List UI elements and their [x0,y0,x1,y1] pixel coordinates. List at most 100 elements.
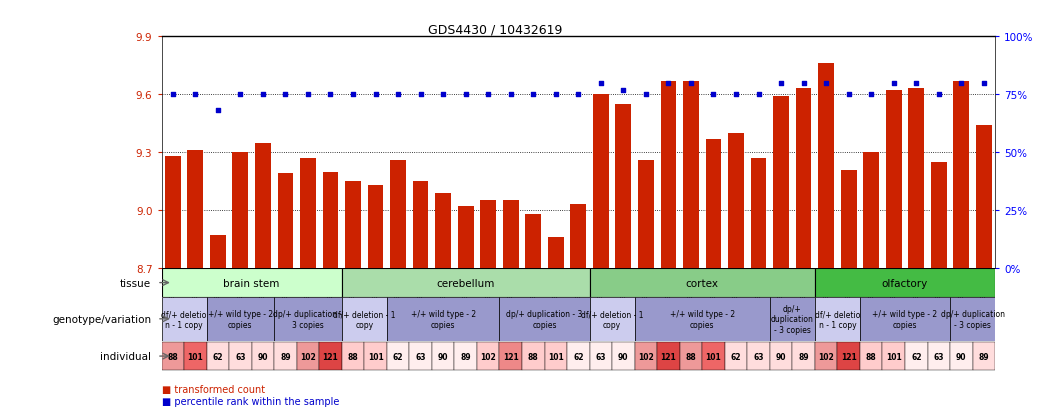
Bar [323,172,339,268]
Point [300,92,317,98]
Text: 102: 102 [638,352,653,361]
Point [750,92,767,98]
Text: dp/+
duplication
- 3 copies: dp/+ duplication - 3 copies [771,304,814,334]
Bar [635,342,658,370]
Bar [209,236,226,268]
Bar [950,297,995,341]
Point [931,92,947,98]
Text: 90: 90 [957,352,967,361]
Bar [679,342,702,370]
Text: 101: 101 [705,352,721,361]
Bar [342,268,590,297]
Bar [770,297,815,341]
Point [683,80,699,87]
Bar [390,161,406,268]
Bar [950,342,972,370]
Text: 88: 88 [686,352,696,361]
Text: +/+ wild type - 2
copies: +/+ wild type - 2 copies [872,309,938,329]
Text: 101: 101 [548,352,564,361]
Text: +/+ wild type - 2
copies: +/+ wild type - 2 copies [207,309,273,329]
Bar [206,342,229,370]
Bar [342,342,365,370]
Text: 101: 101 [886,352,901,361]
Text: 90: 90 [257,352,268,361]
Text: tissue: tissue [120,278,151,288]
Bar [886,91,901,268]
Bar [319,342,342,370]
Bar [770,342,792,370]
Text: 63: 63 [934,352,944,361]
Bar [274,297,342,341]
Text: dp/+ duplication -
3 copies: dp/+ duplication - 3 copies [273,309,343,329]
Point [886,80,902,87]
Point [593,80,610,87]
Bar [206,297,274,341]
Bar [593,95,609,268]
Text: 88: 88 [866,352,876,361]
Text: 121: 121 [841,352,857,361]
Bar [387,297,499,341]
Point [908,80,924,87]
Bar [927,342,950,370]
Bar [883,342,905,370]
Bar [909,89,924,268]
Bar [638,161,653,268]
Bar [345,182,361,268]
Bar [477,342,499,370]
Bar [684,81,699,268]
Bar [612,342,635,370]
Bar [365,342,387,370]
Point [975,80,992,87]
Point [413,92,429,98]
Text: 62: 62 [730,352,741,361]
Text: cortex: cortex [686,278,719,288]
Bar [165,157,180,268]
Text: 102: 102 [480,352,496,361]
Point [165,92,181,98]
Text: 102: 102 [300,352,316,361]
Point [773,80,790,87]
Bar [431,342,454,370]
Bar [953,81,969,268]
Bar [860,342,883,370]
Bar [747,342,770,370]
Text: 88: 88 [348,352,358,361]
Bar [545,342,567,370]
Point [615,87,631,94]
Bar [815,297,860,341]
Text: 88: 88 [528,352,539,361]
Bar [184,342,206,370]
Bar [567,342,590,370]
Text: 101: 101 [368,352,383,361]
Bar [274,342,297,370]
Text: 102: 102 [818,352,834,361]
Text: 62: 62 [393,352,403,361]
Point [457,92,474,98]
Bar [499,297,590,341]
Bar [815,268,995,297]
Bar [728,133,744,268]
Text: df/+ deletion - 1
copy: df/+ deletion - 1 copy [333,309,396,329]
Bar [705,139,721,268]
Bar [229,342,251,370]
Bar [702,342,725,370]
Text: 63: 63 [235,352,246,361]
Bar [838,342,860,370]
Bar [368,185,383,268]
Point [570,92,587,98]
Bar [162,297,206,341]
Bar [860,297,950,341]
Bar [725,342,747,370]
Bar [548,237,564,268]
Bar [658,342,679,370]
Point [547,92,564,98]
Point [727,92,744,98]
Bar [905,342,927,370]
Point [345,92,362,98]
Bar [796,89,812,268]
Bar [841,170,857,268]
Text: 121: 121 [503,352,519,361]
Bar [255,143,271,268]
Text: +/+ wild type - 2
copies: +/+ wild type - 2 copies [670,309,735,329]
Point [660,80,676,87]
